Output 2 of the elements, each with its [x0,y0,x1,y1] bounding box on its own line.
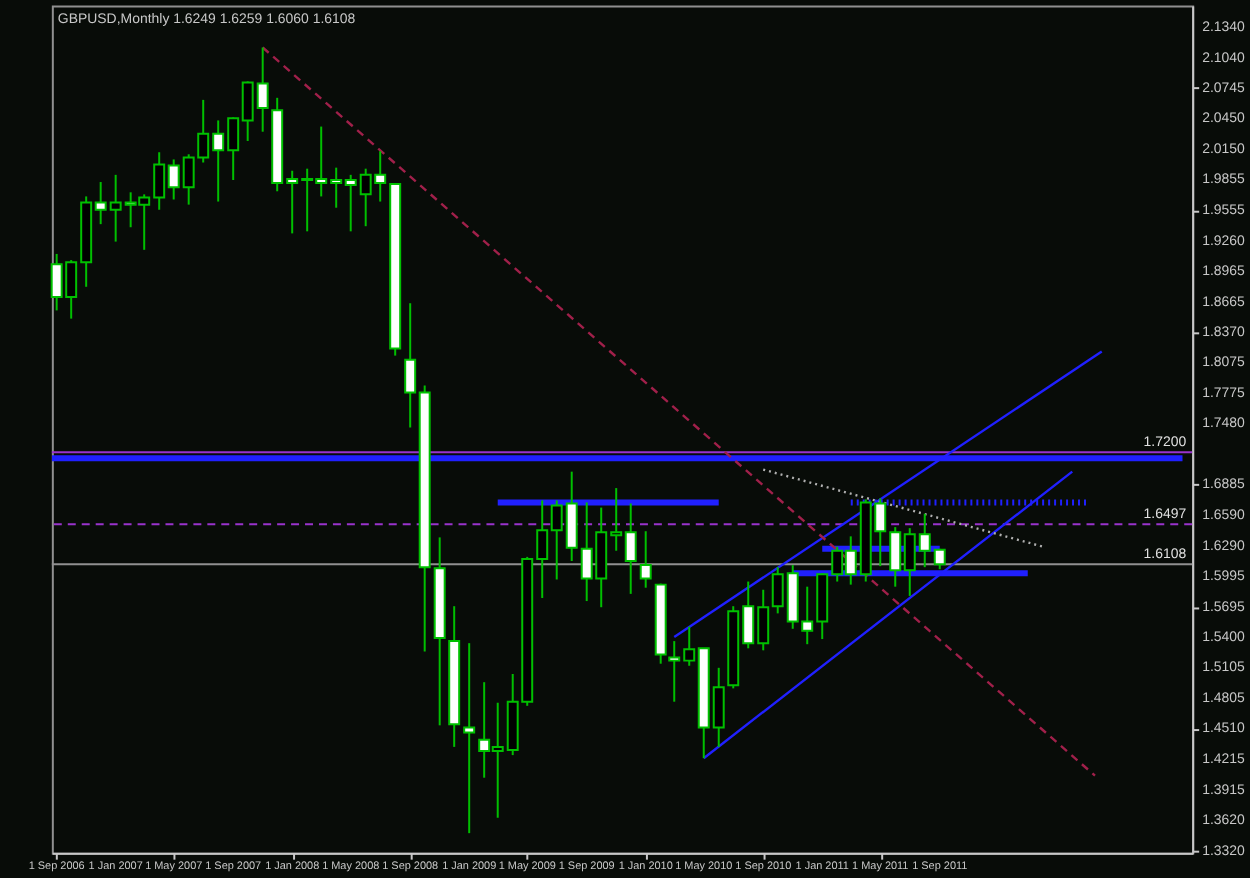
candlestick [463,642,476,835]
candlestick [639,530,652,589]
